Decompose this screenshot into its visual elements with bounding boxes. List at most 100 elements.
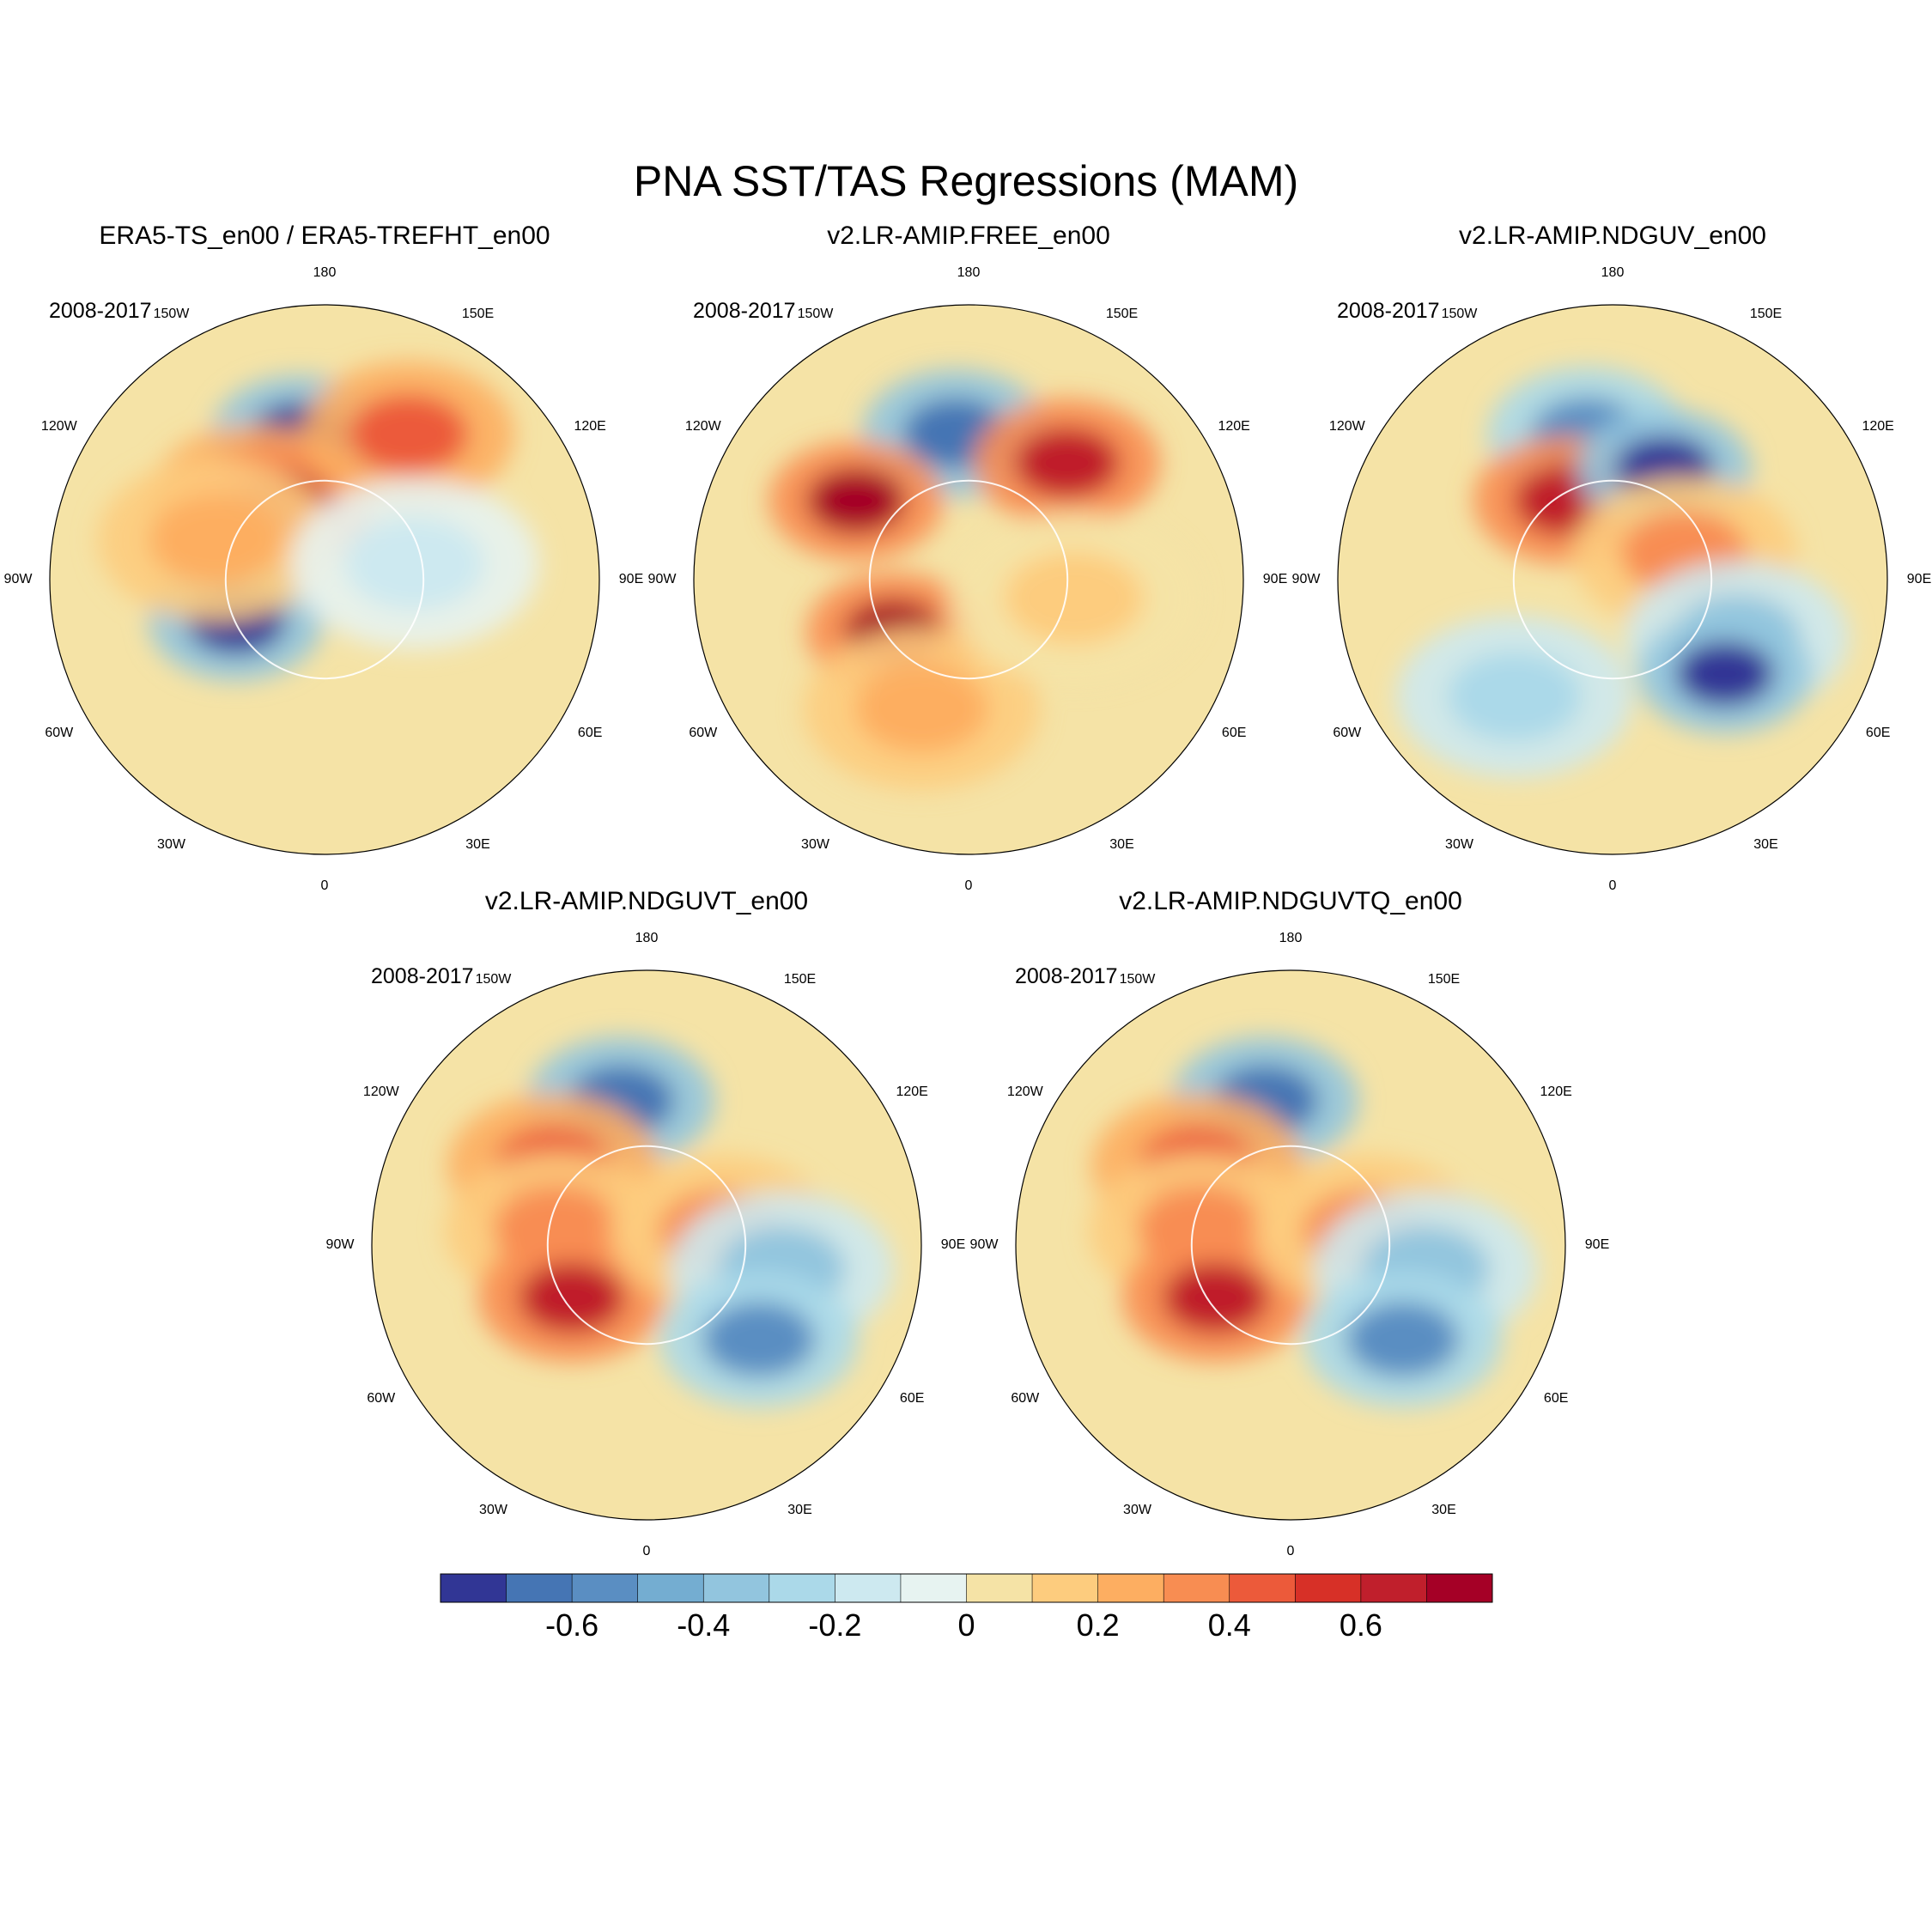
longitude-label: 60E	[1543, 1390, 1569, 1406]
colorbar-swatch	[703, 1574, 770, 1602]
colorbar-swatch	[1360, 1574, 1427, 1602]
longitude-label: 120W	[1006, 1084, 1043, 1099]
longitude-label: 30W	[1445, 837, 1473, 853]
longitude-label: 60E	[1865, 725, 1891, 740]
colorbar-swatch	[1032, 1574, 1099, 1602]
longitude-label: 90E	[1584, 1237, 1610, 1252]
longitude-label: 90E	[1262, 572, 1288, 586]
longitude-label: 120E	[896, 1084, 928, 1099]
longitude-label: 30E	[1431, 1503, 1456, 1518]
period-label: 2008-2017	[1337, 299, 1440, 323]
longitude-label: 30W	[1123, 1503, 1151, 1518]
panel-title: v2.LR-AMIP.NDGUV_en00	[1459, 222, 1766, 250]
coastline-arctic	[546, 1145, 747, 1346]
period-label: 2008-2017	[371, 964, 474, 988]
coastline-arctic	[868, 479, 1069, 680]
longitude-label: 150W	[1119, 971, 1156, 987]
longitude-label: 150E	[1749, 306, 1783, 321]
panel-title: v2.LR-AMIP.NDGUVT_en00	[484, 887, 809, 915]
longitude-label: 30W	[801, 837, 829, 853]
figure-title: PNA SST/TAS Regressions (MAM)	[633, 157, 1299, 205]
anomaly-labrador-sea	[519, 1262, 624, 1333]
longitude-label: 0	[964, 878, 973, 893]
map-border	[1337, 304, 1888, 855]
longitude-label: 60W	[367, 1390, 396, 1406]
colorbar-swatch	[1097, 1574, 1164, 1602]
longitude-label: 90W	[3, 572, 33, 586]
colorbar-tick-label: -0.6	[545, 1607, 599, 1643]
longitude-label: 120E	[1218, 418, 1250, 434]
anomaly-siberia	[344, 517, 485, 611]
anomaly-eurasia-interior	[1004, 551, 1145, 645]
longitude-label: 60W	[45, 725, 74, 740]
map-panel-4	[371, 969, 922, 1521]
longitude-label: 180	[1279, 931, 1303, 945]
longitude-label: 120E	[574, 418, 606, 434]
colorbar-tick-label: 0	[957, 1607, 975, 1643]
coastline-arctic	[1190, 1145, 1391, 1346]
anomaly-ne-pacific-north-america-west	[806, 468, 906, 534]
map-panel-5	[1015, 969, 1566, 1521]
colorbar-tick-label: 0.2	[1076, 1607, 1120, 1643]
anomaly-nw-pacific	[349, 394, 469, 474]
anomaly-north-atlantic	[1448, 652, 1582, 741]
longitude-label: 90W	[1291, 572, 1321, 586]
period-label: 2008-2017	[693, 299, 796, 323]
colorbar-swatch	[440, 1574, 507, 1602]
longitude-label: 0	[1608, 878, 1617, 893]
longitude-label: 0	[320, 878, 329, 893]
colorbar	[440, 1573, 1493, 1603]
longitude-label: 120E	[1862, 418, 1894, 434]
longitude-label: 90W	[969, 1237, 999, 1252]
longitude-label: 150W	[797, 306, 834, 321]
longitude-label: 60E	[577, 725, 603, 740]
longitude-label: 120W	[1328, 418, 1365, 434]
longitude-label: 150W	[475, 971, 512, 987]
map-border	[693, 304, 1244, 855]
longitude-label: 90E	[940, 1237, 966, 1252]
longitude-label: 180	[635, 931, 659, 945]
longitude-label: 90W	[325, 1237, 355, 1252]
colorbar-tick-label: 0.4	[1207, 1607, 1251, 1643]
longitude-label: 150E	[783, 971, 817, 987]
panel-title: v2.LR-AMIP.NDGUVTQ_en00	[1119, 887, 1462, 915]
map-panel-3	[1337, 304, 1888, 855]
colorbar-swatch	[1426, 1574, 1493, 1602]
anomaly-caspian-sea	[1346, 1302, 1459, 1377]
coastline-arctic	[224, 479, 425, 680]
longitude-label: 150E	[1427, 971, 1461, 987]
longitude-label: 30W	[157, 837, 185, 853]
longitude-label: 0	[1286, 1544, 1295, 1558]
longitude-label: 90W	[647, 572, 677, 586]
longitude-label: 60W	[689, 725, 718, 740]
colorbar-tick-label: 0.6	[1339, 1607, 1382, 1643]
anomaly-caspian-sea	[1675, 641, 1774, 707]
colorbar-swatch	[572, 1574, 639, 1602]
anomaly-caspian-sea	[702, 1302, 815, 1377]
longitude-label: 180	[1601, 265, 1625, 280]
colorbar-swatch	[637, 1574, 704, 1602]
colorbar-swatch	[1229, 1574, 1296, 1602]
longitude-label: 180	[957, 265, 981, 280]
panel-title: ERA5-TS_en00 / ERA5-TREFHT_en00	[99, 222, 550, 250]
longitude-label: 120W	[40, 418, 77, 434]
longitude-label: 90E	[618, 572, 644, 586]
colorbar-swatch	[506, 1574, 573, 1602]
map-panel-2	[693, 304, 1244, 855]
longitude-label: 150W	[1441, 306, 1478, 321]
longitude-label: 150E	[461, 306, 495, 321]
longitude-label: 30E	[1753, 837, 1778, 853]
longitude-label: 30W	[479, 1503, 507, 1518]
longitude-label: 60W	[1333, 725, 1362, 740]
longitude-label: 60E	[899, 1390, 925, 1406]
map-border	[371, 969, 922, 1521]
longitude-label: 120W	[362, 1084, 399, 1099]
colorbar-swatch	[1295, 1574, 1362, 1602]
longitude-label: 60E	[1221, 725, 1247, 740]
longitude-label: 150W	[153, 306, 190, 321]
colorbar-swatch	[835, 1574, 902, 1602]
longitude-label: 90E	[1906, 572, 1932, 586]
longitude-label: 180	[313, 265, 337, 280]
